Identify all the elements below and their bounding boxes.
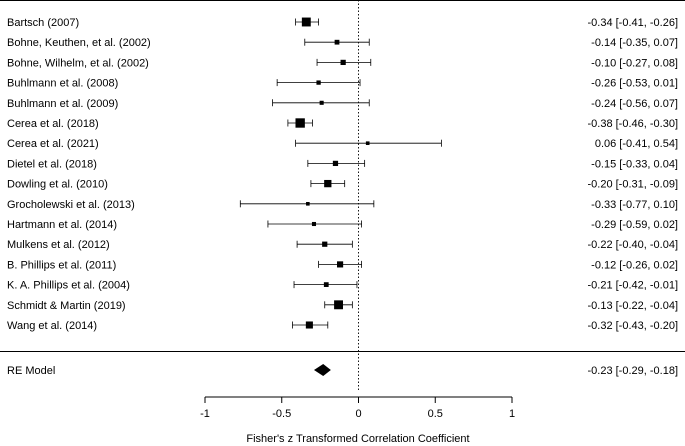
study-label: Wang et al. (2014) [7,320,97,332]
effect-square [319,100,324,105]
effect-square [337,261,344,268]
study-row: Schmidt & Martin (2019) -0.13 [-0.22, -0.… [7,300,678,312]
study-row: Buhlmann et al. (2009) -0.24 [-0.56, 0.07… [7,98,678,110]
study-row: Wang et al. (2014) -0.32 [-0.43, -0.20] [7,320,678,332]
effect-square [340,59,346,66]
study-label: Bartsch (2007) [7,17,79,29]
study-label: Buhlmann et al. (2009) [7,98,118,110]
study-row: Cerea et al. (2018) -0.38 [-0.46, -0.30] [7,118,678,130]
x-axis-label: Fisher's z Transformed Correlation Coeff… [246,433,469,445]
effect-square [334,39,340,45]
effect-square [305,321,313,329]
effect-estimate: -0.15 [-0.33, 0.04] [591,158,678,170]
summary-estimate: -0.23 [-0.29, -0.18] [588,365,679,377]
effect-estimate: -0.29 [-0.59, 0.02] [591,219,678,231]
effect-estimate: -0.21 [-0.42, -0.01] [588,280,679,292]
study-rows: Bartsch (2007) -0.34 [-0.41, -0.26] Bohne,… [7,17,678,377]
effect-square [322,241,328,247]
x-tick-label: 0 [355,408,361,420]
study-label: Hartmann et al. (2014) [7,219,117,231]
effect-estimate: -0.33 [-0.77, 0.10] [591,199,678,211]
effect-square [334,300,343,310]
study-label: Buhlmann et al. (2008) [7,78,118,90]
study-row: Mulkens et al. (2012) -0.22 [-0.40, -0.04… [7,239,678,251]
study-row: Cerea et al. (2021) 0.06 [-0.41, 0.54] [7,138,678,150]
effect-estimate: -0.20 [-0.31, -0.09] [588,179,679,191]
effect-estimate: -0.14 [-0.35, 0.07] [591,37,678,49]
study-row: Grocholewski et al. (2013) -0.33 [-0.77, … [7,199,678,211]
study-row: Buhlmann et al. (2008) -0.26 [-0.53, 0.01… [7,78,678,90]
effect-estimate: 0.06 [-0.41, 0.54] [595,138,678,150]
study-label: Cerea et al. (2021) [7,138,99,150]
summary-label: RE Model [7,365,55,377]
effect-square [323,282,329,287]
effect-square [332,160,339,167]
study-row: Bartsch (2007) -0.34 [-0.41, -0.26] [7,17,678,29]
study-row: Bohne, Wilhelm, et al. (2002) -0.10 [-0.2… [7,57,678,69]
effect-square [306,201,310,206]
effect-estimate: -0.34 [-0.41, -0.26] [588,17,679,29]
study-row: Hartmann et al. (2014) -0.29 [-0.59, 0.02… [7,219,678,231]
effect-square [301,17,311,27]
effect-estimate: -0.32 [-0.43, -0.20] [588,320,679,332]
study-row: Dowling et al. (2010) -0.20 [-0.31, -0.09… [7,179,678,191]
x-tick-label: -1 [200,408,210,420]
study-label: Mulkens et al. (2012) [7,239,110,251]
study-row: B. Phillips et al. (2011) -0.12 [-0.26, 0… [7,259,678,271]
x-axis: -1 -0.5 0 0.5 1 [200,396,515,420]
effect-estimate: -0.10 [-0.27, 0.08] [591,57,678,69]
effect-estimate: -0.22 [-0.40, -0.04] [588,239,679,251]
effect-square [365,141,370,146]
effect-estimate: -0.26 [-0.53, 0.01] [591,78,678,90]
x-tick-label: -0.5 [272,408,291,420]
study-label: B. Phillips et al. (2011) [7,259,116,271]
study-row: K. A. Phillips et al. (2004) -0.21 [-0.42… [7,280,678,292]
effect-estimate: -0.24 [-0.56, 0.07] [591,98,678,110]
study-label: Bohne, Wilhelm, et al. (2002) [7,57,149,69]
x-tick-label: 0.5 [428,408,443,420]
study-label: K. A. Phillips et al. (2004) [7,280,130,292]
summary-diamond [313,364,331,376]
study-label: Schmidt & Martin (2019) [7,300,126,312]
effect-square [311,221,317,227]
study-label: Cerea et al. (2018) [7,118,99,130]
study-label: Dietel et al. (2018) [7,158,97,170]
effect-estimate: -0.38 [-0.46, -0.30] [588,118,679,130]
study-label: Grocholewski et al. (2013) [7,199,135,211]
study-label: Dowling et al. (2010) [7,179,108,191]
study-row: Bohne, Keuthen, et al. (2002) -0.14 [-0.3… [7,37,678,49]
effect-square [295,118,305,128]
x-tick-label: 1 [509,408,515,420]
effect-square [324,179,332,188]
effect-estimate: -0.12 [-0.26, 0.02] [591,259,678,271]
study-label: Bohne, Keuthen, et al. (2002) [7,37,151,49]
effect-estimate: -0.13 [-0.22, -0.04] [588,300,679,312]
summary-row: RE Model -0.23 [-0.29, -0.18] [7,364,678,377]
study-row: Dietel et al. (2018) -0.15 [-0.33, 0.04] [7,158,678,170]
effect-square [316,80,321,85]
